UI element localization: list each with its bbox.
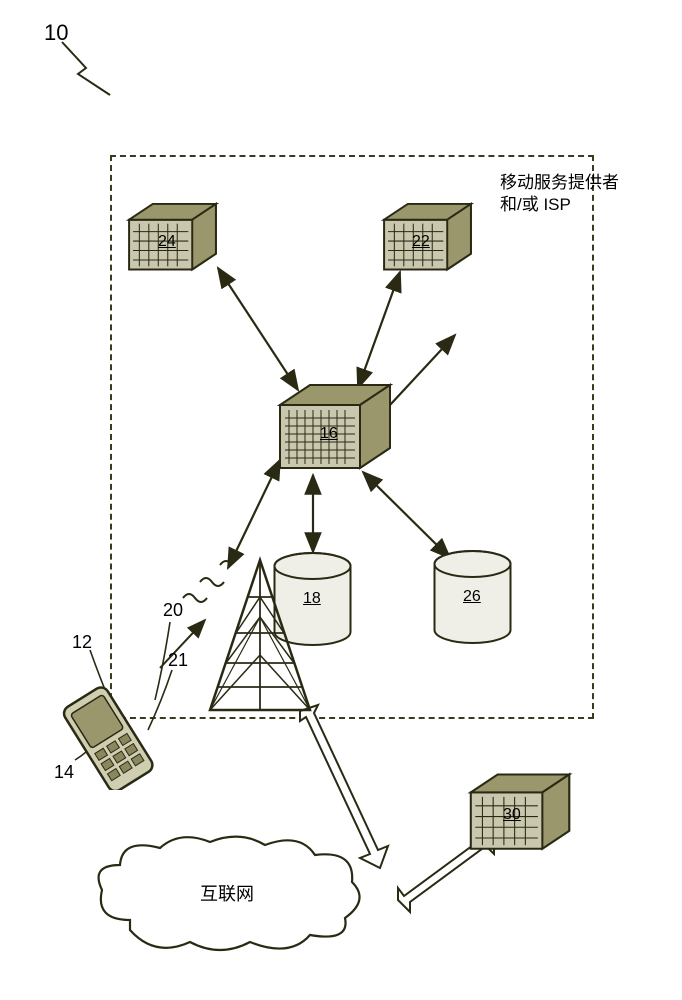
cell-tower — [200, 555, 320, 720]
label-22: 22 — [412, 233, 430, 251]
label-16: 16 — [320, 425, 338, 443]
lead-21: 21 — [168, 650, 188, 671]
cloud-label: 互联网 — [200, 880, 254, 906]
lead-12: 12 — [72, 632, 92, 653]
provider-label: 移动服务提供者 和/或 ISP — [500, 172, 619, 216]
label-26: 26 — [463, 588, 481, 606]
lead-20: 20 — [163, 600, 183, 621]
label-24: 24 — [158, 233, 176, 251]
lead-14: 14 — [54, 762, 74, 783]
label-30: 30 — [503, 806, 521, 824]
fig-ref: 10 — [44, 20, 68, 46]
